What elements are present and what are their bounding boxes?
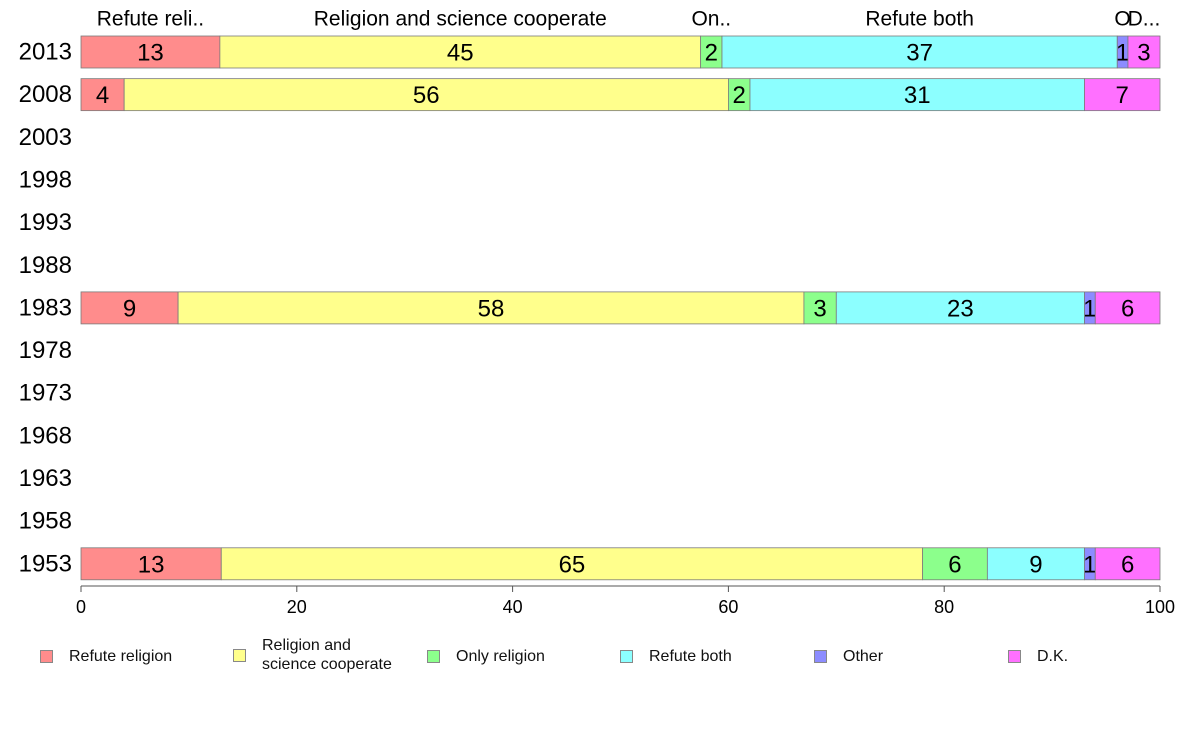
- data-label: 56: [413, 82, 440, 109]
- stacked-bar-chart: 2013200820031998199319881983197819731968…: [19, 8, 1175, 618]
- bar-segment: [80, 547, 222, 581]
- category-label: 2008: [19, 81, 72, 108]
- category-label: 1968: [19, 422, 72, 449]
- category-label: 2013: [19, 39, 72, 66]
- category-label: 1978: [19, 337, 72, 364]
- data-label: 65: [559, 551, 586, 578]
- legend-label: D.K.: [1037, 648, 1069, 665]
- legend-label: Only religion: [456, 648, 545, 665]
- legend-label: Other: [843, 648, 884, 665]
- data-label: 58: [478, 295, 505, 322]
- category-label: 1988: [19, 252, 72, 279]
- legend-item-refute-religion: Refute religion: [40, 647, 172, 666]
- legend-label: Refute both: [649, 648, 732, 665]
- legend-swatch-other: [814, 650, 827, 663]
- data-label: 6: [1121, 551, 1134, 578]
- bar-segment: [986, 547, 1085, 581]
- legend-swatch-religion-science-cooperate: [233, 648, 246, 662]
- series-top-label: On..: [691, 8, 731, 31]
- data-label: 23: [947, 295, 974, 322]
- data-label: 2: [705, 40, 718, 67]
- data-label: 9: [1029, 551, 1042, 578]
- category-label: 1958: [19, 508, 72, 535]
- bar-segment: [1094, 291, 1161, 325]
- data-label: 45: [447, 40, 474, 67]
- bar-segment: [1094, 547, 1161, 581]
- legend-swatch-refute-religion: [40, 650, 53, 663]
- bar-segment: [80, 35, 221, 69]
- legend-swatch-only-religion: [427, 650, 440, 663]
- x-tick-label: 0: [76, 597, 86, 617]
- data-label: 7: [1116, 82, 1129, 109]
- data-label: 6: [1121, 295, 1134, 322]
- legend-item-refute-both: Refute both: [620, 647, 732, 666]
- category-label: 2003: [19, 124, 72, 151]
- x-tick-label: 40: [503, 597, 523, 617]
- data-label: 4: [96, 82, 109, 109]
- data-label: 13: [138, 551, 165, 578]
- series-top-label: Religion and science cooperate: [314, 8, 607, 31]
- legend: Refute religion Religion and science coo…: [0, 634, 1188, 684]
- series-top-label: O: [1114, 8, 1130, 31]
- category-label: 1993: [19, 209, 72, 236]
- series-top-label: D...: [1128, 8, 1161, 31]
- data-label: 37: [906, 40, 933, 67]
- bar-segment: [835, 291, 1085, 325]
- category-label: 1973: [19, 380, 72, 407]
- legend-swatch-refute-both: [620, 650, 633, 663]
- x-tick-label: 100: [1145, 597, 1175, 617]
- bar-segment: [922, 547, 988, 581]
- category-label: 1983: [19, 294, 72, 321]
- bar-segment: [803, 291, 837, 325]
- legend-label: Refute religion: [69, 648, 173, 665]
- legend-item-dk: D.K.: [1008, 647, 1068, 666]
- category-label: 1998: [19, 166, 72, 193]
- data-label: 1: [1083, 551, 1096, 578]
- bar-segment: [721, 35, 1118, 69]
- bar-segment: [1084, 78, 1161, 112]
- bar-segment: [749, 78, 1085, 112]
- x-tick-label: 80: [934, 597, 954, 617]
- legend-label: Religion and science cooperate: [262, 637, 392, 673]
- category-label: 1953: [19, 550, 72, 577]
- data-label: 2: [733, 82, 746, 109]
- legend-item-only-religion: Only religion: [427, 647, 545, 666]
- data-label: 9: [123, 295, 136, 322]
- data-label: 3: [1137, 40, 1150, 67]
- data-label: 1: [1083, 295, 1096, 322]
- data-label: 13: [137, 40, 164, 67]
- legend-item-other: Other: [814, 647, 883, 666]
- legend-swatch-dk: [1008, 650, 1021, 663]
- bar-segment: [1127, 35, 1161, 69]
- bar-segment: [80, 78, 125, 112]
- bar-segment: [177, 291, 805, 325]
- bar-segment: [123, 78, 729, 112]
- data-label: 31: [904, 82, 931, 109]
- legend-item-religion-science-cooperate: Religion and science cooperate: [233, 636, 392, 674]
- data-label: 3: [813, 295, 826, 322]
- data-label: 1: [1116, 40, 1129, 67]
- series-top-label: Refute reli..: [97, 8, 204, 31]
- x-tick-label: 20: [287, 597, 307, 617]
- category-label: 1963: [19, 465, 72, 492]
- bar-segment: [220, 547, 924, 581]
- series-top-label: Refute both: [865, 8, 974, 31]
- data-label: 6: [948, 551, 961, 578]
- x-tick-label: 60: [718, 597, 738, 617]
- bar-segment: [219, 35, 702, 69]
